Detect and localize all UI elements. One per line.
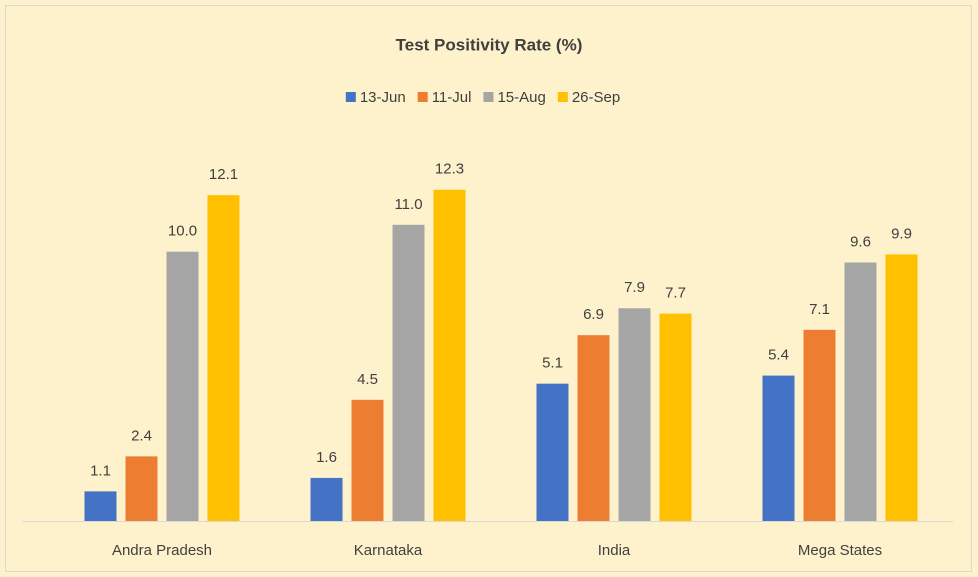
data-label: 7.9	[624, 279, 645, 296]
chart-border	[5, 5, 972, 572]
data-label: 9.9	[891, 225, 912, 242]
bar	[166, 251, 199, 521]
data-label: 9.6	[850, 233, 871, 250]
data-label: 11.0	[394, 196, 422, 213]
legend-label: 15-Aug	[497, 89, 545, 106]
bar	[125, 456, 158, 521]
data-label: 5.4	[768, 347, 789, 364]
data-label: 2.4	[131, 427, 152, 444]
data-label: 4.5	[357, 371, 378, 388]
data-label: 12.1	[209, 166, 238, 183]
data-label: 12.3	[435, 161, 464, 178]
bar	[310, 477, 343, 521]
data-label: 6.9	[583, 306, 604, 323]
x-tick-label: Mega States	[798, 542, 882, 559]
x-tick-label: Andra Pradesh	[112, 542, 212, 559]
bar	[844, 262, 877, 521]
bar	[885, 254, 918, 521]
legend-swatch	[417, 92, 428, 102]
x-tick-label: Karnataka	[354, 542, 423, 559]
data-label: 1.6	[316, 449, 337, 466]
bar	[803, 329, 836, 521]
data-label: 7.7	[665, 285, 686, 302]
bar	[577, 335, 610, 521]
legend-swatch	[483, 92, 494, 102]
bar	[536, 383, 569, 521]
bar	[84, 491, 117, 521]
bar	[618, 308, 651, 521]
data-label: 7.1	[809, 301, 830, 318]
bar	[433, 189, 466, 521]
data-label: 10.0	[168, 223, 197, 240]
data-label: 5.1	[542, 355, 563, 372]
legend-swatch	[345, 92, 356, 102]
chart-title: Test Positivity Rate (%)	[396, 35, 583, 54]
legend-label: 13-Jun	[360, 89, 406, 106]
data-label: 1.1	[90, 462, 111, 479]
legend-label: 11-Jul	[432, 89, 472, 106]
bar	[659, 313, 692, 521]
legend-label: 26-Sep	[572, 89, 620, 106]
bar	[392, 224, 425, 522]
legend-swatch	[557, 92, 568, 102]
bar	[351, 399, 384, 521]
bar	[762, 375, 795, 521]
x-tick-label: India	[598, 542, 631, 559]
bar	[207, 195, 240, 521]
